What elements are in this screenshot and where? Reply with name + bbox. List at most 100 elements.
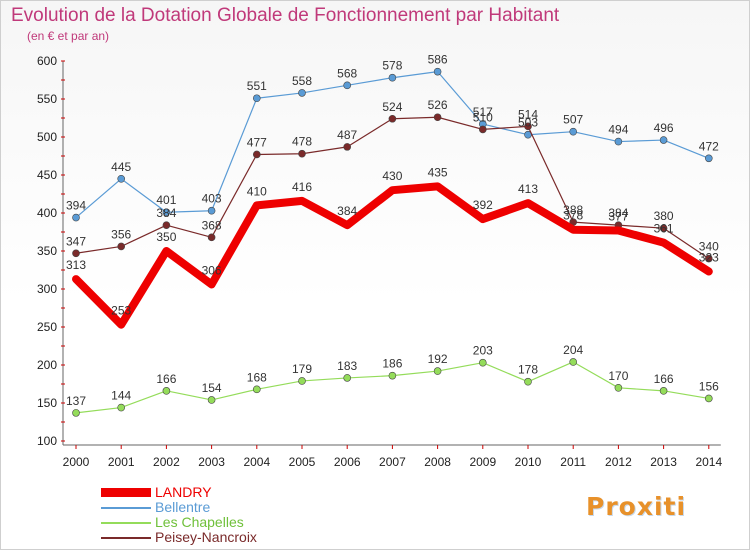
point-peisey-2005 [298, 149, 306, 158]
data-label-bellentre-2000: 394 [66, 199, 86, 213]
x-tick-label-2002: 2002 [153, 455, 180, 469]
data-label-bellentre-2005: 558 [292, 74, 312, 88]
point-peisey-2013 [659, 224, 668, 232]
data-label-peisey-2009: 510 [473, 110, 493, 124]
data-label-landry-2008: 435 [428, 165, 448, 179]
point-peisey-2003 [207, 233, 216, 242]
data-label-landry-2009: 392 [473, 198, 493, 212]
point-les_chapelles-2010 [524, 377, 532, 386]
point-les_chapelles-2002 [162, 387, 171, 395]
data-label-peisey-2002: 384 [156, 206, 176, 220]
data-label-landry-2013: 361 [654, 222, 674, 236]
point-les_chapelles-2009 [478, 358, 487, 367]
data-label-bellentre-2004: 551 [247, 79, 267, 93]
legend-label-landry: LANDRY [155, 484, 212, 500]
x-tick-label-2007: 2007 [379, 455, 406, 469]
y-tick-label-400: 400 [37, 206, 57, 220]
data-label-landry-2002: 350 [156, 230, 176, 244]
legend-label-bellentre: Bellentre [155, 499, 211, 515]
data-label-peisey-2013: 380 [654, 209, 674, 223]
data-label-peisey-2011: 388 [563, 203, 583, 217]
point-peisey-2000 [72, 249, 80, 258]
y-tick-label-200: 200 [37, 358, 57, 372]
legend-swatch-bellentre [101, 507, 151, 509]
data-label-les_chapelles-2001: 144 [111, 389, 131, 403]
point-les_chapelles-2005 [298, 377, 306, 385]
point-peisey-2014 [704, 254, 713, 263]
point-peisey-2010 [524, 122, 532, 131]
data-label-les_chapelles-2006: 183 [337, 359, 357, 373]
point-peisey-2006 [343, 143, 352, 151]
proxiti-logo: Proxiti [586, 492, 687, 521]
data-label-peisey-2008: 526 [428, 98, 448, 112]
x-tick-label-2003: 2003 [198, 455, 225, 469]
point-peisey-2001 [117, 242, 125, 251]
x-tick-label-2004: 2004 [243, 455, 270, 469]
point-les_chapelles-2000 [72, 409, 80, 417]
y-tick-label-600: 600 [37, 54, 57, 68]
x-tick-label-2014: 2014 [695, 455, 722, 469]
y-tick-label-500: 500 [37, 130, 57, 144]
x-tick-label-2010: 2010 [515, 455, 542, 469]
data-label-landry-2014: 323 [699, 251, 719, 265]
data-label-les_chapelles-2000: 137 [66, 394, 86, 408]
point-bellentre-2005 [298, 89, 306, 97]
data-label-landry-2006: 384 [337, 204, 357, 218]
data-label-bellentre-2012: 494 [608, 123, 628, 137]
data-label-bellentre-2014: 472 [699, 139, 719, 153]
y-tick-label-450: 450 [37, 168, 57, 182]
data-label-peisey-2003: 368 [202, 218, 222, 232]
x-tick-label-2012: 2012 [605, 455, 632, 469]
data-label-landry-2000: 313 [66, 258, 86, 272]
point-peisey-2004 [253, 150, 261, 159]
point-bellentre-2007 [388, 73, 397, 82]
y-tick-label-250: 250 [37, 320, 57, 334]
point-les_chapelles-2007 [388, 371, 397, 380]
data-label-bellentre-2008: 586 [428, 53, 448, 67]
data-label-les_chapelles-2011: 204 [563, 343, 583, 357]
data-label-bellentre-2001: 445 [111, 160, 131, 174]
point-les_chapelles-2003 [207, 396, 216, 404]
data-label-bellentre-2006: 568 [337, 66, 357, 80]
point-peisey-2002 [162, 221, 171, 229]
point-peisey-2009 [478, 125, 487, 134]
data-label-les_chapelles-2009: 203 [473, 344, 493, 358]
data-label-peisey-2001: 356 [111, 227, 131, 241]
data-label-les_chapelles-2010: 178 [518, 363, 538, 377]
point-peisey-2008 [433, 113, 442, 122]
point-les_chapelles-2001 [117, 403, 125, 412]
data-label-landry-2003: 306 [202, 263, 222, 277]
point-peisey-2007 [388, 114, 397, 123]
data-label-peisey-2005: 478 [292, 135, 312, 149]
legend-swatch-peisey [101, 537, 151, 539]
data-label-les_chapelles-2014: 156 [699, 379, 719, 393]
data-label-peisey-2012: 384 [608, 206, 628, 220]
data-label-landry-2010: 413 [518, 182, 538, 196]
legend-swatch-landry [101, 488, 151, 497]
point-bellentre-2008 [433, 67, 442, 76]
x-tick-label-2013: 2013 [650, 455, 677, 469]
data-label-les_chapelles-2002: 166 [156, 372, 176, 386]
y-tick-label-100: 100 [37, 434, 57, 448]
point-les_chapelles-2013 [659, 387, 668, 395]
data-label-les_chapelles-2003: 154 [202, 381, 222, 395]
point-les_chapelles-2012 [614, 383, 623, 392]
data-label-peisey-2000: 347 [66, 234, 86, 248]
data-label-bellentre-2007: 578 [382, 59, 402, 73]
data-label-landry-2012: 377 [608, 209, 628, 223]
data-label-landry-2005: 416 [292, 180, 312, 194]
point-bellentre-2006 [343, 81, 352, 90]
data-label-bellentre-2013: 496 [654, 121, 674, 135]
point-bellentre-2014 [704, 154, 713, 163]
data-label-peisey-2014: 340 [699, 240, 719, 254]
data-label-les_chapelles-2005: 179 [292, 362, 312, 376]
x-tick-label-2005: 2005 [289, 455, 316, 469]
point-les_chapelles-2004 [253, 385, 261, 394]
x-tick-label-2006: 2006 [334, 455, 361, 469]
data-label-peisey-2004: 477 [247, 135, 267, 149]
point-bellentre-2011 [569, 127, 578, 136]
data-label-peisey-2006: 487 [337, 128, 357, 142]
point-bellentre-2004 [253, 94, 261, 103]
x-tick-label-2008: 2008 [424, 455, 451, 469]
